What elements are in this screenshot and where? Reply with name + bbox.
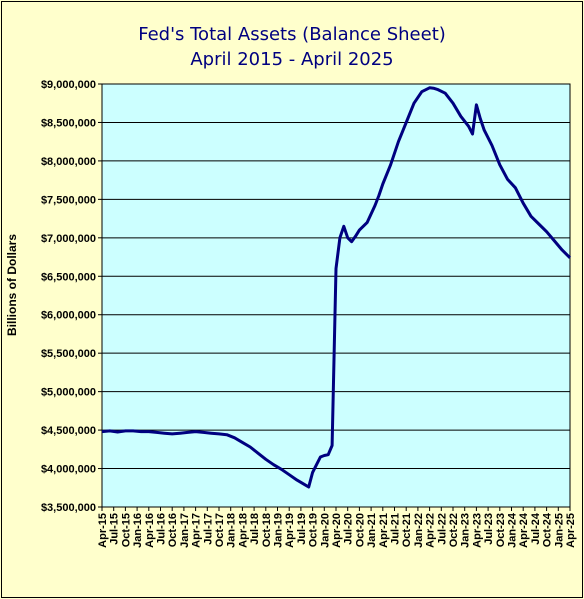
x-tick-label: Oct-19	[308, 513, 320, 547]
y-tick-label: $8,000,000	[41, 156, 96, 168]
x-tick-label: Apr-22	[425, 513, 437, 548]
x-tick-label: Apr-16	[144, 513, 156, 548]
y-tick-label: $7,000,000	[41, 233, 96, 245]
x-tick-label: Oct-24	[542, 512, 554, 547]
y-tick-label: $8,500,000	[41, 117, 96, 129]
x-tick-label: Apr-20	[331, 513, 343, 548]
x-tick-label: Jul-15	[109, 513, 121, 545]
x-tick-label: Jan-21	[366, 513, 378, 548]
x-tick-label: Jan-23	[460, 513, 472, 548]
x-tick-label: Jan-16	[132, 513, 144, 548]
x-tick-label: Jan-25	[553, 513, 565, 548]
total-assets-line	[101, 86, 572, 489]
x-tick-label: Jan-19	[273, 513, 285, 548]
x-tick-label: Apr-19	[284, 513, 296, 548]
x-axis-ticks: Apr-15 Jul-15 Oct-15 Jan-16 Apr-16 Jul-16 Oct-…	[97, 507, 577, 548]
x-tick-label: Apr-23	[471, 513, 483, 548]
x-tick-label: Oct-23	[495, 513, 507, 547]
chart-title: Fed's Total Assets (Balance Sheet)	[138, 24, 446, 45]
x-tick-label: Oct-18	[261, 513, 273, 547]
x-tick-label: Oct-22	[448, 513, 460, 547]
y-tick-label: $9,000,000	[41, 79, 96, 91]
x-tick-label: Jul-22	[436, 513, 448, 545]
x-tick-label: Jul-24	[530, 512, 542, 545]
x-tick-label: Jul-17	[202, 513, 214, 545]
x-tick-label: Jul-20	[343, 513, 355, 545]
chart-subtitle: April 2015 - April 2025	[190, 49, 394, 70]
y-tick-label: $6,000,000	[41, 310, 96, 322]
x-tick-label: Oct-17	[214, 513, 226, 547]
x-tick-label: Apr-17	[191, 513, 203, 548]
y-tick-label: $5,000,000	[41, 387, 96, 399]
x-tick-label: Jan-24	[507, 512, 519, 548]
x-tick-label: Oct-15	[120, 513, 132, 547]
x-tick-label: Jul-16	[156, 513, 168, 545]
x-tick-label: Oct-21	[401, 513, 413, 547]
x-tick-label: Oct-20	[354, 513, 366, 547]
y-tick-label: $4,000,000	[41, 464, 96, 476]
y-tick-label: $3,500,000	[41, 502, 96, 514]
y-tick-label: $4,500,000	[41, 425, 96, 437]
x-tick-label: Jan-22	[413, 513, 425, 548]
y-tick-label: $5,500,000	[41, 348, 96, 360]
x-tick-label: Apr-21	[378, 513, 390, 548]
x-tick-label: Jan-18	[226, 513, 238, 548]
x-tick-label: Jan-17	[179, 513, 191, 548]
y-tick-label: $7,500,000	[41, 194, 96, 206]
y-tick-label: $6,500,000	[41, 271, 96, 283]
x-tick-label: Apr-15	[97, 513, 109, 548]
x-tick-label: Jan-20	[319, 513, 331, 548]
x-tick-label: Oct-16	[167, 513, 179, 547]
x-tick-label: Jul-21	[390, 513, 402, 545]
x-tick-label: Jul-23	[483, 513, 495, 545]
x-tick-label: Apr-25	[565, 513, 577, 548]
chart-title-block: Fed's Total Assets (Balance Sheet) April…	[0, 22, 584, 72]
x-tick-label: Apr-24	[518, 512, 530, 548]
y-axis-ticks: $3,500,000 $4,000,000 $4,500,000 $5,000,000…	[41, 79, 102, 514]
x-tick-label: Jul-18	[249, 513, 261, 545]
x-tick-label: Jul-19	[296, 513, 308, 545]
x-tick-label: Apr-18	[237, 513, 249, 548]
